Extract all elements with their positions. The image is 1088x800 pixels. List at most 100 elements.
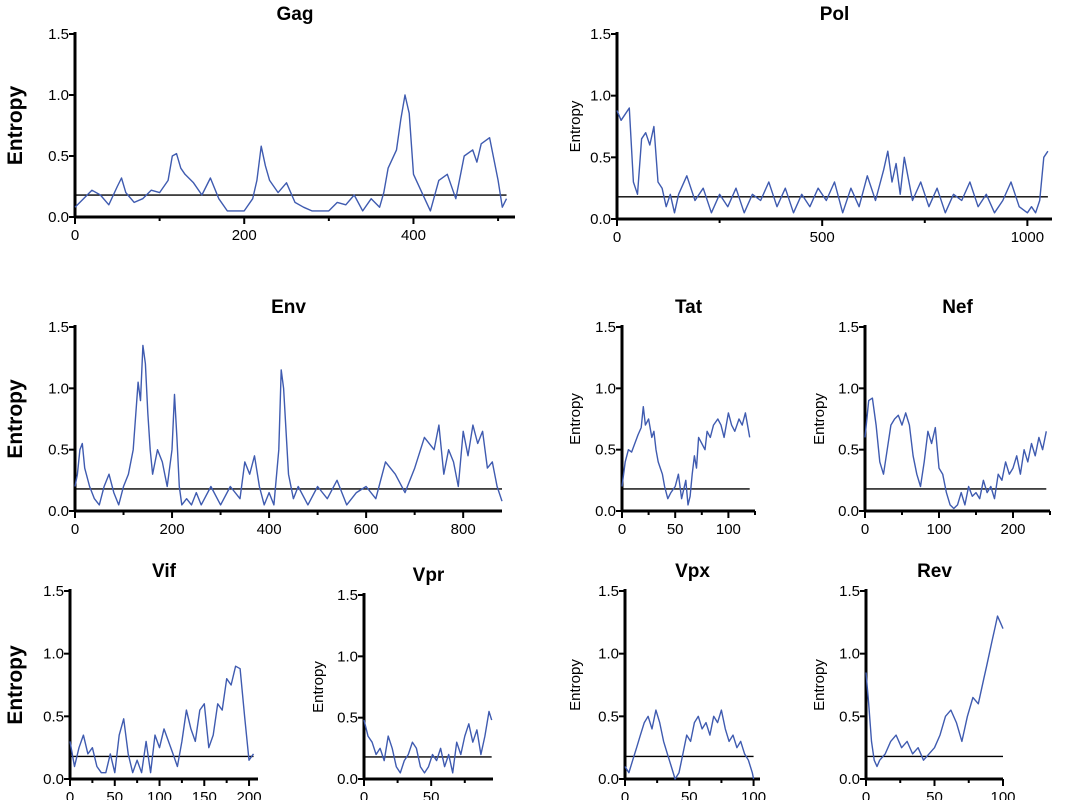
x-tick-label: 500 bbox=[810, 229, 835, 246]
x-tick-label: 50 bbox=[926, 789, 943, 800]
panel-title: Vpx bbox=[675, 561, 710, 582]
panel-vpr: Vpr Entropy 0.0 0.5 1.0 1.5 0 50 bbox=[310, 565, 493, 800]
y-tick-label: 0.0 bbox=[838, 503, 859, 520]
x-tick-label: 0 bbox=[621, 789, 629, 800]
x-tick-label: 0 bbox=[862, 789, 870, 800]
x-tick-label: 0 bbox=[613, 229, 621, 246]
panel-title: Gag bbox=[277, 4, 314, 25]
x-tick-label: 0 bbox=[66, 789, 74, 800]
y-tick-label: 0.0 bbox=[839, 771, 860, 788]
y-axis-label: Entropy bbox=[567, 659, 584, 711]
y-tick-label: 1.0 bbox=[337, 648, 358, 665]
x-tick-label: 200 bbox=[1000, 521, 1025, 538]
x-tick-label: 600 bbox=[354, 521, 379, 538]
entropy-series-line bbox=[624, 709, 755, 780]
y-tick-label: 1.5 bbox=[590, 26, 611, 43]
x-tick-label: 200 bbox=[160, 521, 185, 538]
x-tick-label: 50 bbox=[106, 789, 123, 800]
entropy-series-line bbox=[616, 107, 1049, 214]
x-tick-label: 100 bbox=[741, 789, 766, 800]
entropy-series-line bbox=[74, 344, 503, 506]
x-tick-label: 400 bbox=[257, 521, 282, 538]
x-tick-label: 0 bbox=[71, 227, 79, 244]
y-tick-label: 0.5 bbox=[598, 708, 619, 725]
y-tick-label: 1.5 bbox=[595, 319, 616, 336]
panel-title: Vif bbox=[152, 561, 177, 582]
y-tick-label: 0.0 bbox=[43, 771, 64, 788]
y-axis-label: Entropy bbox=[811, 659, 828, 711]
y-tick-label: 1.5 bbox=[48, 319, 69, 336]
x-tick-label: 100 bbox=[990, 789, 1015, 800]
panel-gag: Gag Entropy 0.0 0.5 1.0 1.5 0 200 400 bbox=[4, 4, 515, 244]
panel-title: Nef bbox=[942, 297, 973, 318]
y-tick-label: 1.0 bbox=[43, 646, 64, 663]
y-axis-label: Entropy bbox=[567, 393, 584, 445]
y-tick-label: 0.5 bbox=[838, 442, 859, 459]
panel-title: Tat bbox=[675, 297, 703, 318]
panel-rev: Rev Entropy 0.0 0.5 1.0 1.5 0 50 100 bbox=[811, 561, 1016, 800]
entropy-series-line bbox=[363, 710, 493, 774]
y-tick-label: 1.5 bbox=[337, 587, 358, 604]
y-tick-label: 0.0 bbox=[595, 503, 616, 520]
y-tick-label: 1.0 bbox=[598, 646, 619, 663]
panel-vpx: Vpx Entropy 0.0 0.5 1.0 1.5 0 50 100 bbox=[567, 561, 766, 800]
x-tick-label: 50 bbox=[667, 521, 684, 538]
y-axis-label: Entropy bbox=[4, 645, 27, 725]
entropy-series-line bbox=[74, 94, 508, 212]
x-tick-label: 150 bbox=[192, 789, 217, 800]
y-tick-label: 1.0 bbox=[590, 88, 611, 105]
y-tick-label: 1.0 bbox=[48, 380, 69, 397]
x-tick-label: 200 bbox=[232, 227, 257, 244]
x-tick-label: 0 bbox=[71, 521, 79, 538]
x-tick-label: 100 bbox=[716, 521, 741, 538]
y-tick-label: 0.5 bbox=[337, 710, 358, 727]
y-tick-label: 1.5 bbox=[48, 26, 69, 43]
x-tick-label: 50 bbox=[681, 789, 698, 800]
y-tick-label: 0.0 bbox=[590, 211, 611, 228]
x-tick-label: 0 bbox=[861, 521, 869, 538]
y-axis-label: Entropy bbox=[567, 100, 584, 152]
y-axis-label: Entropy bbox=[811, 393, 828, 445]
entropy-series-line bbox=[864, 397, 1047, 510]
y-tick-label: 0.5 bbox=[43, 708, 64, 725]
x-tick-label: 1000 bbox=[1011, 229, 1044, 246]
panel-title: Env bbox=[271, 297, 306, 318]
y-axis-label: Entropy bbox=[310, 661, 327, 713]
y-tick-label: 0.5 bbox=[595, 442, 616, 459]
y-tick-label: 1.5 bbox=[598, 583, 619, 600]
x-tick-label: 0 bbox=[618, 521, 626, 538]
y-tick-label: 1.0 bbox=[595, 380, 616, 397]
x-tick-label: 800 bbox=[451, 521, 476, 538]
y-tick-label: 0.0 bbox=[48, 209, 69, 226]
y-tick-label: 1.5 bbox=[839, 583, 860, 600]
y-tick-label: 1.5 bbox=[838, 319, 859, 336]
entropy-series-line bbox=[621, 406, 751, 506]
panel-title: Vpr bbox=[413, 565, 445, 586]
y-tick-label: 0.0 bbox=[48, 503, 69, 520]
x-tick-label: 100 bbox=[147, 789, 172, 800]
x-tick-label: 50 bbox=[423, 789, 440, 800]
y-tick-label: 1.5 bbox=[43, 583, 64, 600]
panel-title: Rev bbox=[917, 561, 952, 582]
panel-vif: Vif Entropy 0.0 0.5 1.0 1.5 0 50 100 150 200 bbox=[4, 561, 262, 800]
y-axis-label: Entropy bbox=[4, 379, 27, 459]
y-tick-label: 1.0 bbox=[838, 380, 859, 397]
panel-nef: Nef Entropy 0.0 0.5 1.0 1.5 0 100 200 bbox=[811, 297, 1051, 538]
y-tick-label: 0.5 bbox=[839, 708, 860, 725]
x-tick-label: 100 bbox=[926, 521, 951, 538]
y-tick-label: 0.0 bbox=[337, 771, 358, 788]
entropy-series-line bbox=[865, 615, 1004, 768]
y-tick-label: 1.0 bbox=[48, 87, 69, 104]
x-tick-label: 400 bbox=[401, 227, 426, 244]
y-tick-label: 1.0 bbox=[839, 646, 860, 663]
entropy-series-line bbox=[69, 665, 255, 774]
x-tick-label: 0 bbox=[360, 789, 368, 800]
y-tick-label: 0.5 bbox=[590, 149, 611, 166]
panel-tat: Tat Entropy 0.0 0.5 1.0 1.5 0 50 100 bbox=[567, 297, 756, 538]
panel-title: Pol bbox=[820, 4, 850, 25]
y-axis-label: Entropy bbox=[4, 86, 27, 166]
y-tick-label: 0.5 bbox=[48, 442, 69, 459]
x-tick-label: 200 bbox=[237, 789, 262, 800]
panel-pol: Pol Entropy 0.0 0.5 1.0 1.5 0 500 1000 bbox=[567, 4, 1052, 246]
